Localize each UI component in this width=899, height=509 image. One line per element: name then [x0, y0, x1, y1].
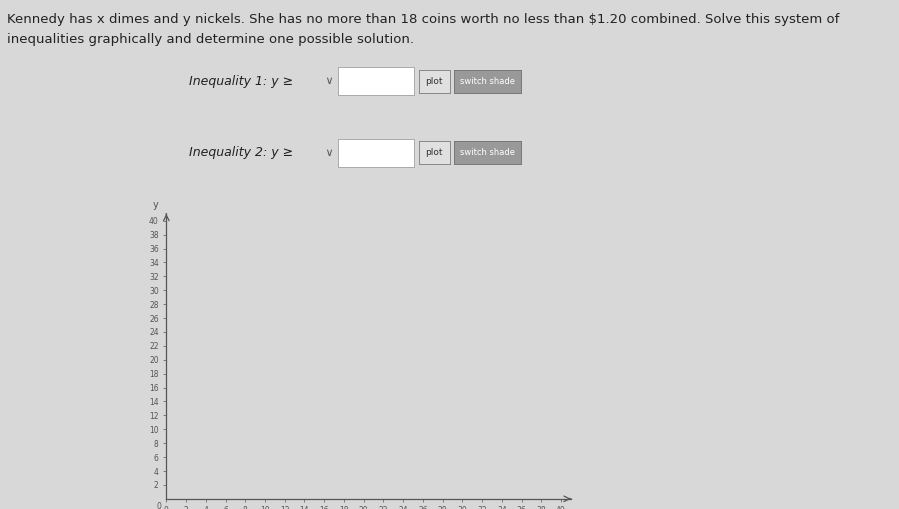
Text: inequalities graphically and determine one possible solution.: inequalities graphically and determine o…	[7, 33, 414, 46]
Text: plot: plot	[425, 77, 443, 86]
Text: Inequality 2: y ≥: Inequality 2: y ≥	[189, 146, 293, 159]
Text: Kennedy has x dimes and y nickels. She has no more than 18 coins worth no less t: Kennedy has x dimes and y nickels. She h…	[7, 13, 840, 26]
Text: switch shade: switch shade	[460, 77, 515, 86]
Text: Inequality 1: y ≥: Inequality 1: y ≥	[189, 75, 293, 88]
Text: y: y	[153, 201, 158, 210]
Text: switch shade: switch shade	[460, 148, 515, 157]
Text: plot: plot	[425, 148, 443, 157]
Text: ∨: ∨	[322, 148, 334, 158]
Text: ∨: ∨	[322, 76, 334, 87]
Text: x: x	[575, 507, 582, 509]
Text: 0: 0	[156, 502, 162, 509]
